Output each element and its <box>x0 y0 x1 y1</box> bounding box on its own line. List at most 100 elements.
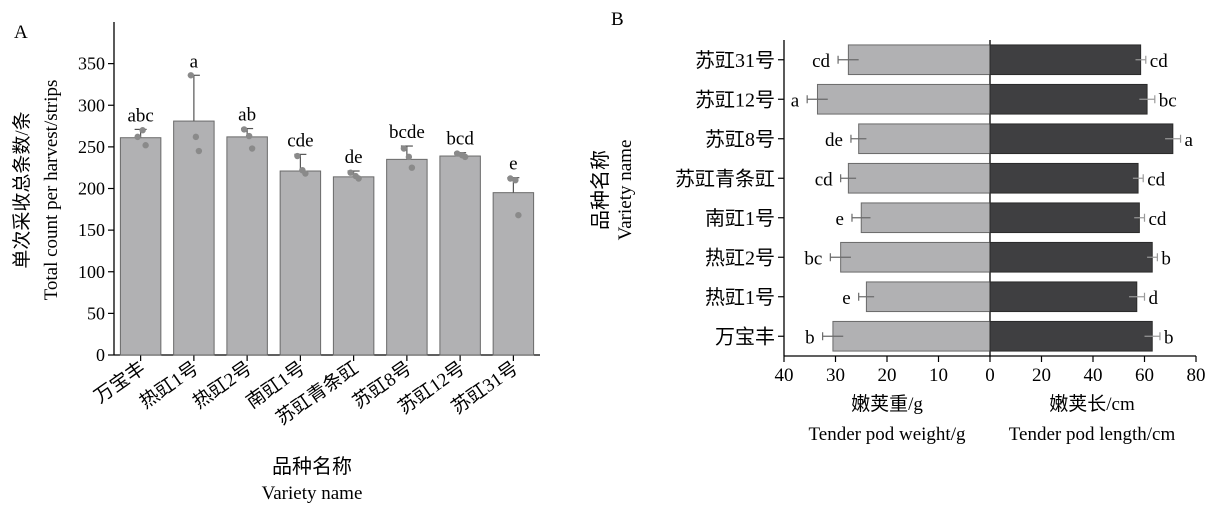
panel-b-left-label-cn: 嫩荚重/g <box>851 393 923 415</box>
panel-a-data-point <box>453 150 461 157</box>
panel-a-bar <box>226 136 268 356</box>
panel-a-data-point <box>347 169 354 176</box>
panel-a-bar <box>492 192 535 356</box>
panel-a-significance-letter: bcd <box>446 129 474 150</box>
panel-a-y-tick-label: 100 <box>78 262 105 282</box>
panel-b-length-bar <box>989 162 1139 194</box>
panel-a-bar <box>386 158 428 356</box>
panel-b-weight-letter: bc <box>804 248 822 269</box>
panel-b-length-bar <box>989 202 1140 234</box>
panel-a-significance-letter: bcde <box>389 122 425 143</box>
panel-b: B 40 30 20 10 0 20 40 60 80 苏豇31号苏豇12号苏豇8号苏豇青条豇南豇… <box>589 9 1206 445</box>
panel-a-bar <box>173 120 215 356</box>
panel-b-x-tick-label: 10 <box>929 365 948 386</box>
panel-b-y-tick-label: 热豇1号 <box>705 286 775 309</box>
panel-a-data-point <box>245 132 253 140</box>
panel-b-y-tick-label: 苏豇8号 <box>705 128 775 151</box>
panel-a-data-point <box>461 153 469 161</box>
panel-a-x-tick-label: 热豇2号 <box>189 357 256 413</box>
panel-a-ylabel-en: Total count per harvest/strips <box>41 80 62 301</box>
panel-a-y-tick-label: 300 <box>78 95 105 115</box>
panel-a-data-point <box>195 147 203 155</box>
panel-a-data-point <box>142 142 149 149</box>
panel-b-weight-letter: a <box>791 90 800 111</box>
panel-b-x-tick-label: 80 <box>1187 365 1206 386</box>
panel-a-xlabel-en: Variety name <box>262 483 363 504</box>
panel-b-axes: 40 30 20 10 0 20 40 60 80 苏豇31号苏豇12号苏豇8号苏豇青条豇南豇1号… <box>675 40 1206 386</box>
panel-a-data-point <box>400 145 408 152</box>
panel-a-bar <box>332 176 375 356</box>
panel-b-ylabel-cn: 品种名称 <box>589 150 612 230</box>
panel-b-length-bar <box>989 83 1148 115</box>
panel-b-y-tick-label: 万宝丰 <box>715 325 775 348</box>
panel-a-data-point <box>294 152 301 160</box>
panel-a-data-point <box>408 164 416 171</box>
panel-b-right-label-cn: 嫩荚长/cm <box>1049 393 1135 415</box>
panel-a-bar <box>439 155 481 356</box>
panel-b-weight-bar <box>865 281 991 313</box>
panel-b-weight-letter: cd <box>815 169 833 190</box>
panel-a-label: A <box>14 22 28 43</box>
panel-b-weight-bar <box>847 44 991 76</box>
panel-a-significance-letter: a <box>190 51 199 72</box>
panel-b-weight-bar <box>816 83 991 115</box>
panel-b-weight-bar <box>832 320 991 352</box>
panel-b-x-tick-label: 60 <box>1135 365 1154 386</box>
panel-b-x-tick-label: 20 <box>878 365 897 386</box>
panel-a-y-tick-label: 50 <box>87 303 105 323</box>
panel-a-data-point <box>507 175 514 182</box>
panel-a-data-point <box>405 153 413 161</box>
panel-b-weight-letter: b <box>805 327 815 348</box>
panel-b-weight-bar <box>840 241 991 273</box>
panel-a-x-tick-label: 热豇1号 <box>136 357 203 413</box>
panel-a-data-point <box>302 170 309 177</box>
panel-b-y-tick-label: 南豇1号 <box>705 207 775 230</box>
panel-b-x-tick-label: 40 <box>1084 365 1103 386</box>
panel-a-significance-letter: de <box>345 147 363 168</box>
panel-a-data-point <box>240 126 248 133</box>
panel-b-label: B <box>611 9 624 30</box>
panel-b-x-tick-label: 0 <box>985 365 995 386</box>
panel-a-y-tick-label: 0 <box>96 345 105 365</box>
panel-a-data-point <box>355 175 362 182</box>
panel-a-data-point <box>187 72 195 79</box>
panel-b-left-label-en: Tender pod weight/g <box>809 424 966 445</box>
panel-a: A 050100150200250300350万宝丰热豇1号热豇2号南豇1号苏豇… <box>11 22 540 504</box>
panel-b-weight-bar <box>860 202 991 234</box>
panel-b-length-letter: a <box>1185 130 1194 151</box>
panel-b-length-letter: d <box>1149 288 1159 309</box>
panel-b-length-letter: b <box>1164 327 1174 348</box>
panel-b-x-tick-label: 20 <box>1032 365 1051 386</box>
panel-b-length-bar <box>989 241 1153 273</box>
panel-b-weight-letter: e <box>836 209 844 230</box>
panel-a-y-tick-label: 250 <box>78 137 105 157</box>
panel-a-significance-letter: cde <box>287 130 313 151</box>
panel-a-y-tick-label: 150 <box>78 220 105 240</box>
panel-b-weight-bar <box>858 123 991 155</box>
panel-b-length-letter: cd <box>1149 209 1167 230</box>
panel-b-length-letter: cd <box>1147 169 1165 190</box>
panel-b-right-label-en: Tender pod length/cm <box>1009 424 1176 445</box>
panel-a-data-point <box>192 133 200 141</box>
panel-b-weight-letter: cd <box>812 51 830 72</box>
panel-b-weight-letter: de <box>825 130 843 151</box>
panel-b-length-letter: b <box>1161 248 1171 269</box>
panel-b-x-tick-label: 30 <box>826 365 845 386</box>
panel-a-significance-letter: ab <box>238 105 256 126</box>
panel-a-xlabel-cn: 品种名称 <box>272 455 352 478</box>
panel-b-length-bar <box>989 44 1142 76</box>
panel-b-length-letter: bc <box>1159 90 1177 111</box>
panel-a-data-point <box>515 211 522 219</box>
panel-a-bar <box>279 170 322 356</box>
panel-a-ylabel-cn: 单次采收总条数/条 <box>11 111 33 268</box>
panel-b-y-tick-label: 苏豇31号 <box>695 49 775 72</box>
panel-b-y-tick-label: 苏豇12号 <box>695 88 775 111</box>
panel-a-data-point <box>248 145 256 152</box>
panel-a-significance-letter: e <box>509 154 517 175</box>
panel-b-weight-letter: e <box>842 288 850 309</box>
panel-b-length-letter: cd <box>1150 51 1168 72</box>
panel-b-length-bar <box>989 123 1174 155</box>
